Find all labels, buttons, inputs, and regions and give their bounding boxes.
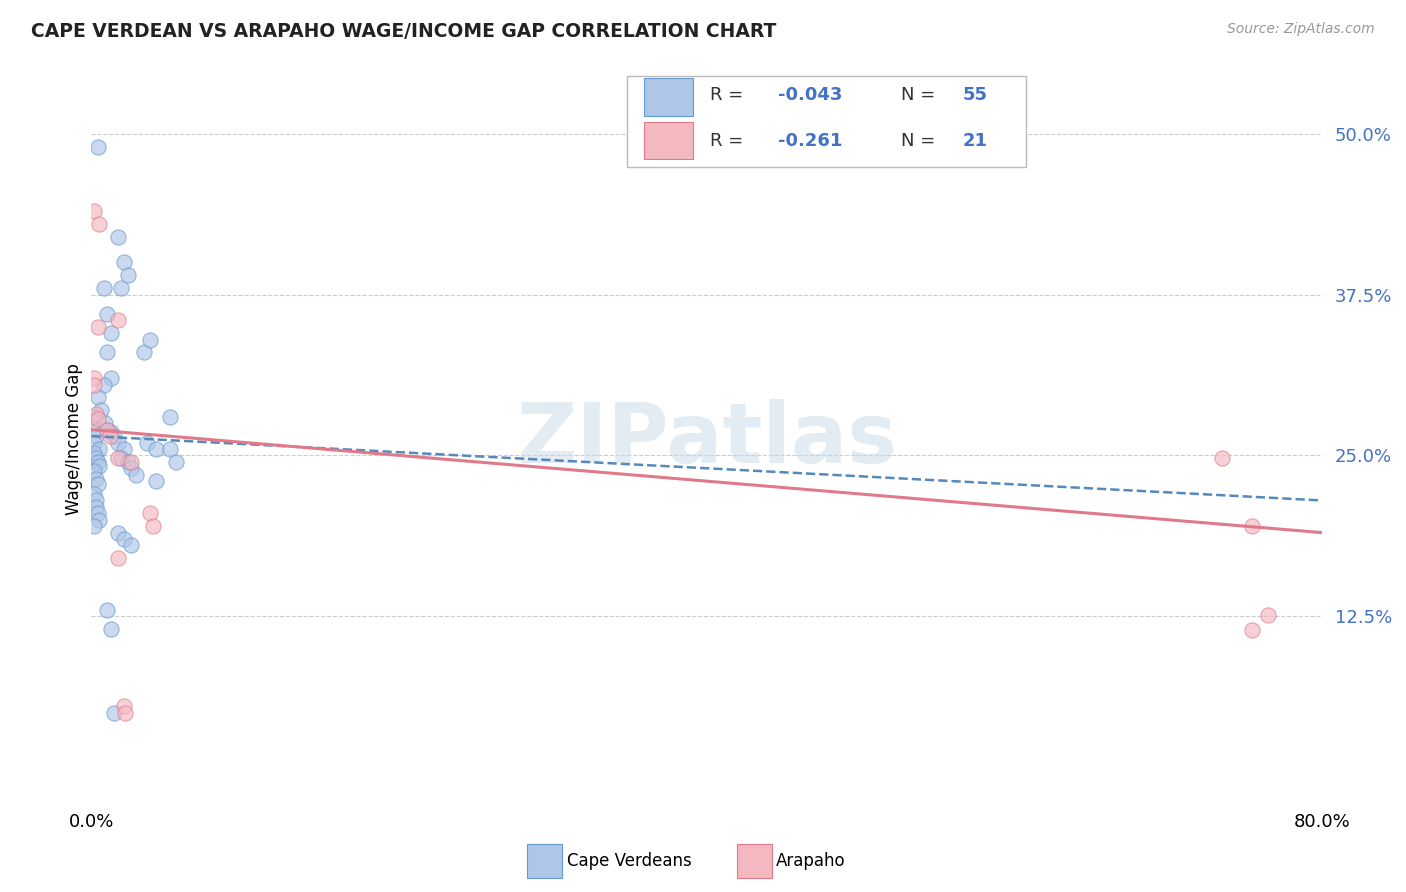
- Text: Source: ZipAtlas.com: Source: ZipAtlas.com: [1227, 22, 1375, 37]
- Text: N =: N =: [901, 86, 941, 103]
- Point: [86, 412, 108, 426]
- Point: [120, 539, 142, 553]
- Point: [83, 435, 105, 450]
- Point: [1241, 519, 1264, 533]
- Point: [110, 450, 132, 465]
- Point: [135, 435, 157, 450]
- Point: [83, 519, 105, 533]
- Point: [112, 255, 135, 269]
- Point: [86, 423, 108, 437]
- Point: [96, 345, 118, 359]
- Point: [96, 423, 118, 437]
- Point: [132, 345, 155, 359]
- Point: [86, 476, 108, 491]
- Point: [86, 319, 108, 334]
- Point: [93, 281, 115, 295]
- Point: [100, 425, 122, 440]
- Text: 55: 55: [962, 86, 987, 103]
- Point: [107, 551, 129, 566]
- Y-axis label: Wage/Income Gap: Wage/Income Gap: [65, 363, 83, 516]
- Point: [86, 139, 108, 153]
- Point: [1211, 450, 1233, 465]
- Point: [100, 371, 122, 385]
- Point: [125, 467, 148, 482]
- Point: [90, 403, 112, 417]
- Point: [100, 326, 122, 340]
- Point: [83, 203, 105, 218]
- Point: [139, 333, 162, 347]
- Point: [87, 217, 110, 231]
- Point: [1241, 624, 1264, 638]
- Point: [84, 429, 107, 443]
- Point: [107, 450, 129, 465]
- Point: [114, 706, 136, 720]
- Point: [96, 307, 118, 321]
- Text: R =: R =: [710, 132, 749, 150]
- Point: [120, 461, 142, 475]
- Point: [84, 493, 107, 508]
- Point: [83, 377, 105, 392]
- Point: [142, 519, 165, 533]
- Point: [84, 500, 107, 514]
- Point: [1257, 607, 1279, 622]
- Point: [103, 706, 125, 720]
- Point: [83, 487, 105, 501]
- Point: [87, 513, 110, 527]
- Point: [145, 474, 167, 488]
- Text: R =: R =: [710, 86, 749, 103]
- Point: [84, 450, 107, 465]
- Point: [107, 435, 129, 450]
- FancyBboxPatch shape: [644, 78, 693, 116]
- Point: [83, 409, 105, 424]
- Point: [103, 429, 125, 443]
- Point: [83, 464, 105, 478]
- FancyBboxPatch shape: [644, 121, 693, 160]
- Point: [98, 429, 121, 443]
- Point: [165, 455, 187, 469]
- Point: [84, 471, 107, 485]
- Point: [107, 229, 129, 244]
- Point: [139, 506, 162, 520]
- Point: [84, 407, 107, 421]
- Point: [112, 699, 135, 714]
- Point: [159, 442, 181, 456]
- Point: [107, 313, 129, 327]
- Text: CAPE VERDEAN VS ARAPAHO WAGE/INCOME GAP CORRELATION CHART: CAPE VERDEAN VS ARAPAHO WAGE/INCOME GAP …: [31, 22, 776, 41]
- Text: Cape Verdeans: Cape Verdeans: [567, 852, 692, 870]
- Text: ZIPatlas: ZIPatlas: [516, 399, 897, 480]
- Point: [112, 532, 135, 546]
- Point: [100, 622, 122, 636]
- Point: [83, 371, 105, 385]
- Point: [86, 391, 108, 405]
- Point: [110, 281, 132, 295]
- Point: [96, 603, 118, 617]
- Text: N =: N =: [901, 132, 941, 150]
- Point: [112, 442, 135, 456]
- Point: [94, 416, 117, 430]
- Point: [83, 446, 105, 460]
- Point: [87, 458, 110, 473]
- Point: [120, 455, 142, 469]
- Point: [107, 525, 129, 540]
- Point: [117, 268, 139, 283]
- Point: [86, 506, 108, 520]
- Point: [87, 442, 110, 456]
- Point: [86, 455, 108, 469]
- Text: -0.261: -0.261: [778, 132, 842, 150]
- Point: [96, 423, 118, 437]
- Point: [145, 442, 167, 456]
- Text: Arapaho: Arapaho: [776, 852, 846, 870]
- FancyBboxPatch shape: [627, 76, 1026, 167]
- Text: -0.043: -0.043: [778, 86, 842, 103]
- Point: [93, 377, 115, 392]
- Point: [117, 455, 139, 469]
- Text: 21: 21: [962, 132, 987, 150]
- Point: [159, 409, 181, 424]
